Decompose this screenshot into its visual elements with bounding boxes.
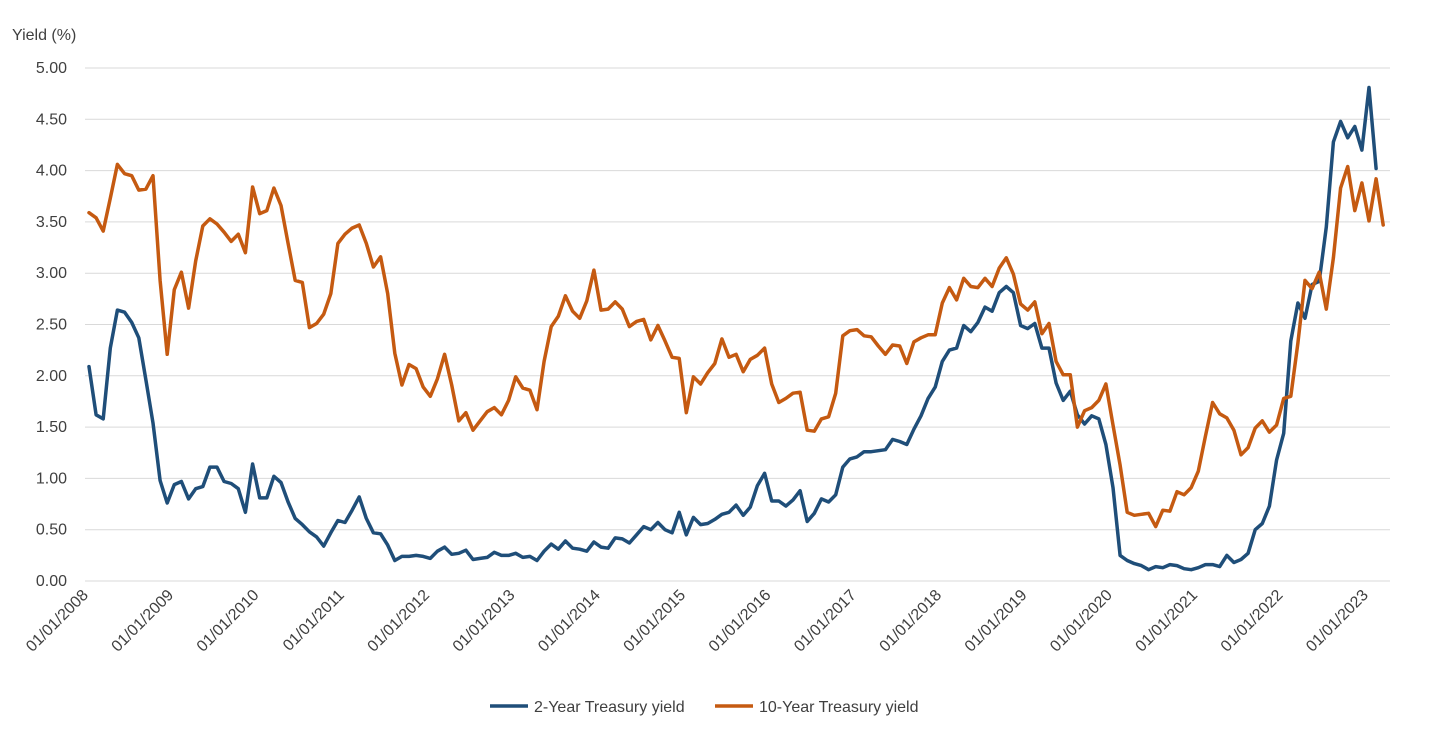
y-tick-label: 2.50 [36, 317, 67, 334]
legend: 2-Year Treasury yield 10-Year Treasury yi… [490, 699, 919, 716]
x-tick-label: 01/01/2018 [877, 587, 946, 656]
y-tick-label: 1.50 [36, 419, 67, 436]
y-tick-label: 0.50 [36, 522, 67, 539]
legend-item: 10-Year Treasury yield [715, 699, 919, 716]
x-tick-label: 01/01/2023 [1303, 587, 1372, 656]
x-tick-label: 01/01/2016 [706, 587, 775, 656]
legend-item: 2-Year Treasury yield [490, 699, 685, 716]
x-tick-label: 01/01/2022 [1218, 587, 1287, 656]
x-axis-tick-labels: 01/01/2008 01/01/2009 01/01/2010 01/01/2011… [23, 587, 1372, 656]
y-axis-tick-labels: 0.00 0.50 1.00 1.50 2.00 2.50 3.00 3.50 4.00 4.50… [36, 60, 67, 590]
x-tick-label: 01/01/2015 [621, 587, 690, 656]
legend-label: 10-Year Treasury yield [759, 699, 919, 716]
y-tick-label: 2.00 [36, 368, 67, 385]
y-tick-label: 5.00 [36, 60, 67, 77]
x-tick-label: 01/01/2012 [365, 587, 434, 656]
x-tick-label: 01/01/2010 [194, 587, 263, 656]
y-tick-label: 1.00 [36, 470, 67, 487]
y-tick-label: 3.00 [36, 265, 67, 282]
x-tick-label: 01/01/2020 [1047, 587, 1116, 656]
x-tick-label: 01/01/2009 [109, 587, 178, 656]
x-tick-label: 01/01/2011 [280, 587, 348, 655]
x-tick-label: 01/01/2021 [1133, 587, 1202, 656]
y-tick-label: 4.00 [36, 163, 67, 180]
x-tick-label: 01/01/2017 [791, 587, 860, 656]
series-lines [87, 85, 1385, 572]
x-tick-label: 01/01/2013 [450, 587, 519, 656]
legend-label: 2-Year Treasury yield [534, 699, 685, 716]
series-line-2-year [87, 85, 1378, 572]
x-tick-label: 01/01/2014 [535, 587, 604, 656]
y-axis-title: Yield (%) [12, 27, 76, 44]
x-tick-label: 01/01/2019 [962, 587, 1031, 656]
gridlines [85, 67, 1390, 582]
y-tick-label: 4.50 [36, 111, 67, 128]
x-tick-label: 01/01/2008 [23, 587, 92, 656]
y-tick-label: 3.50 [36, 214, 67, 231]
series-line-10-year [87, 162, 1385, 529]
y-tick-label: 0.00 [36, 573, 67, 590]
